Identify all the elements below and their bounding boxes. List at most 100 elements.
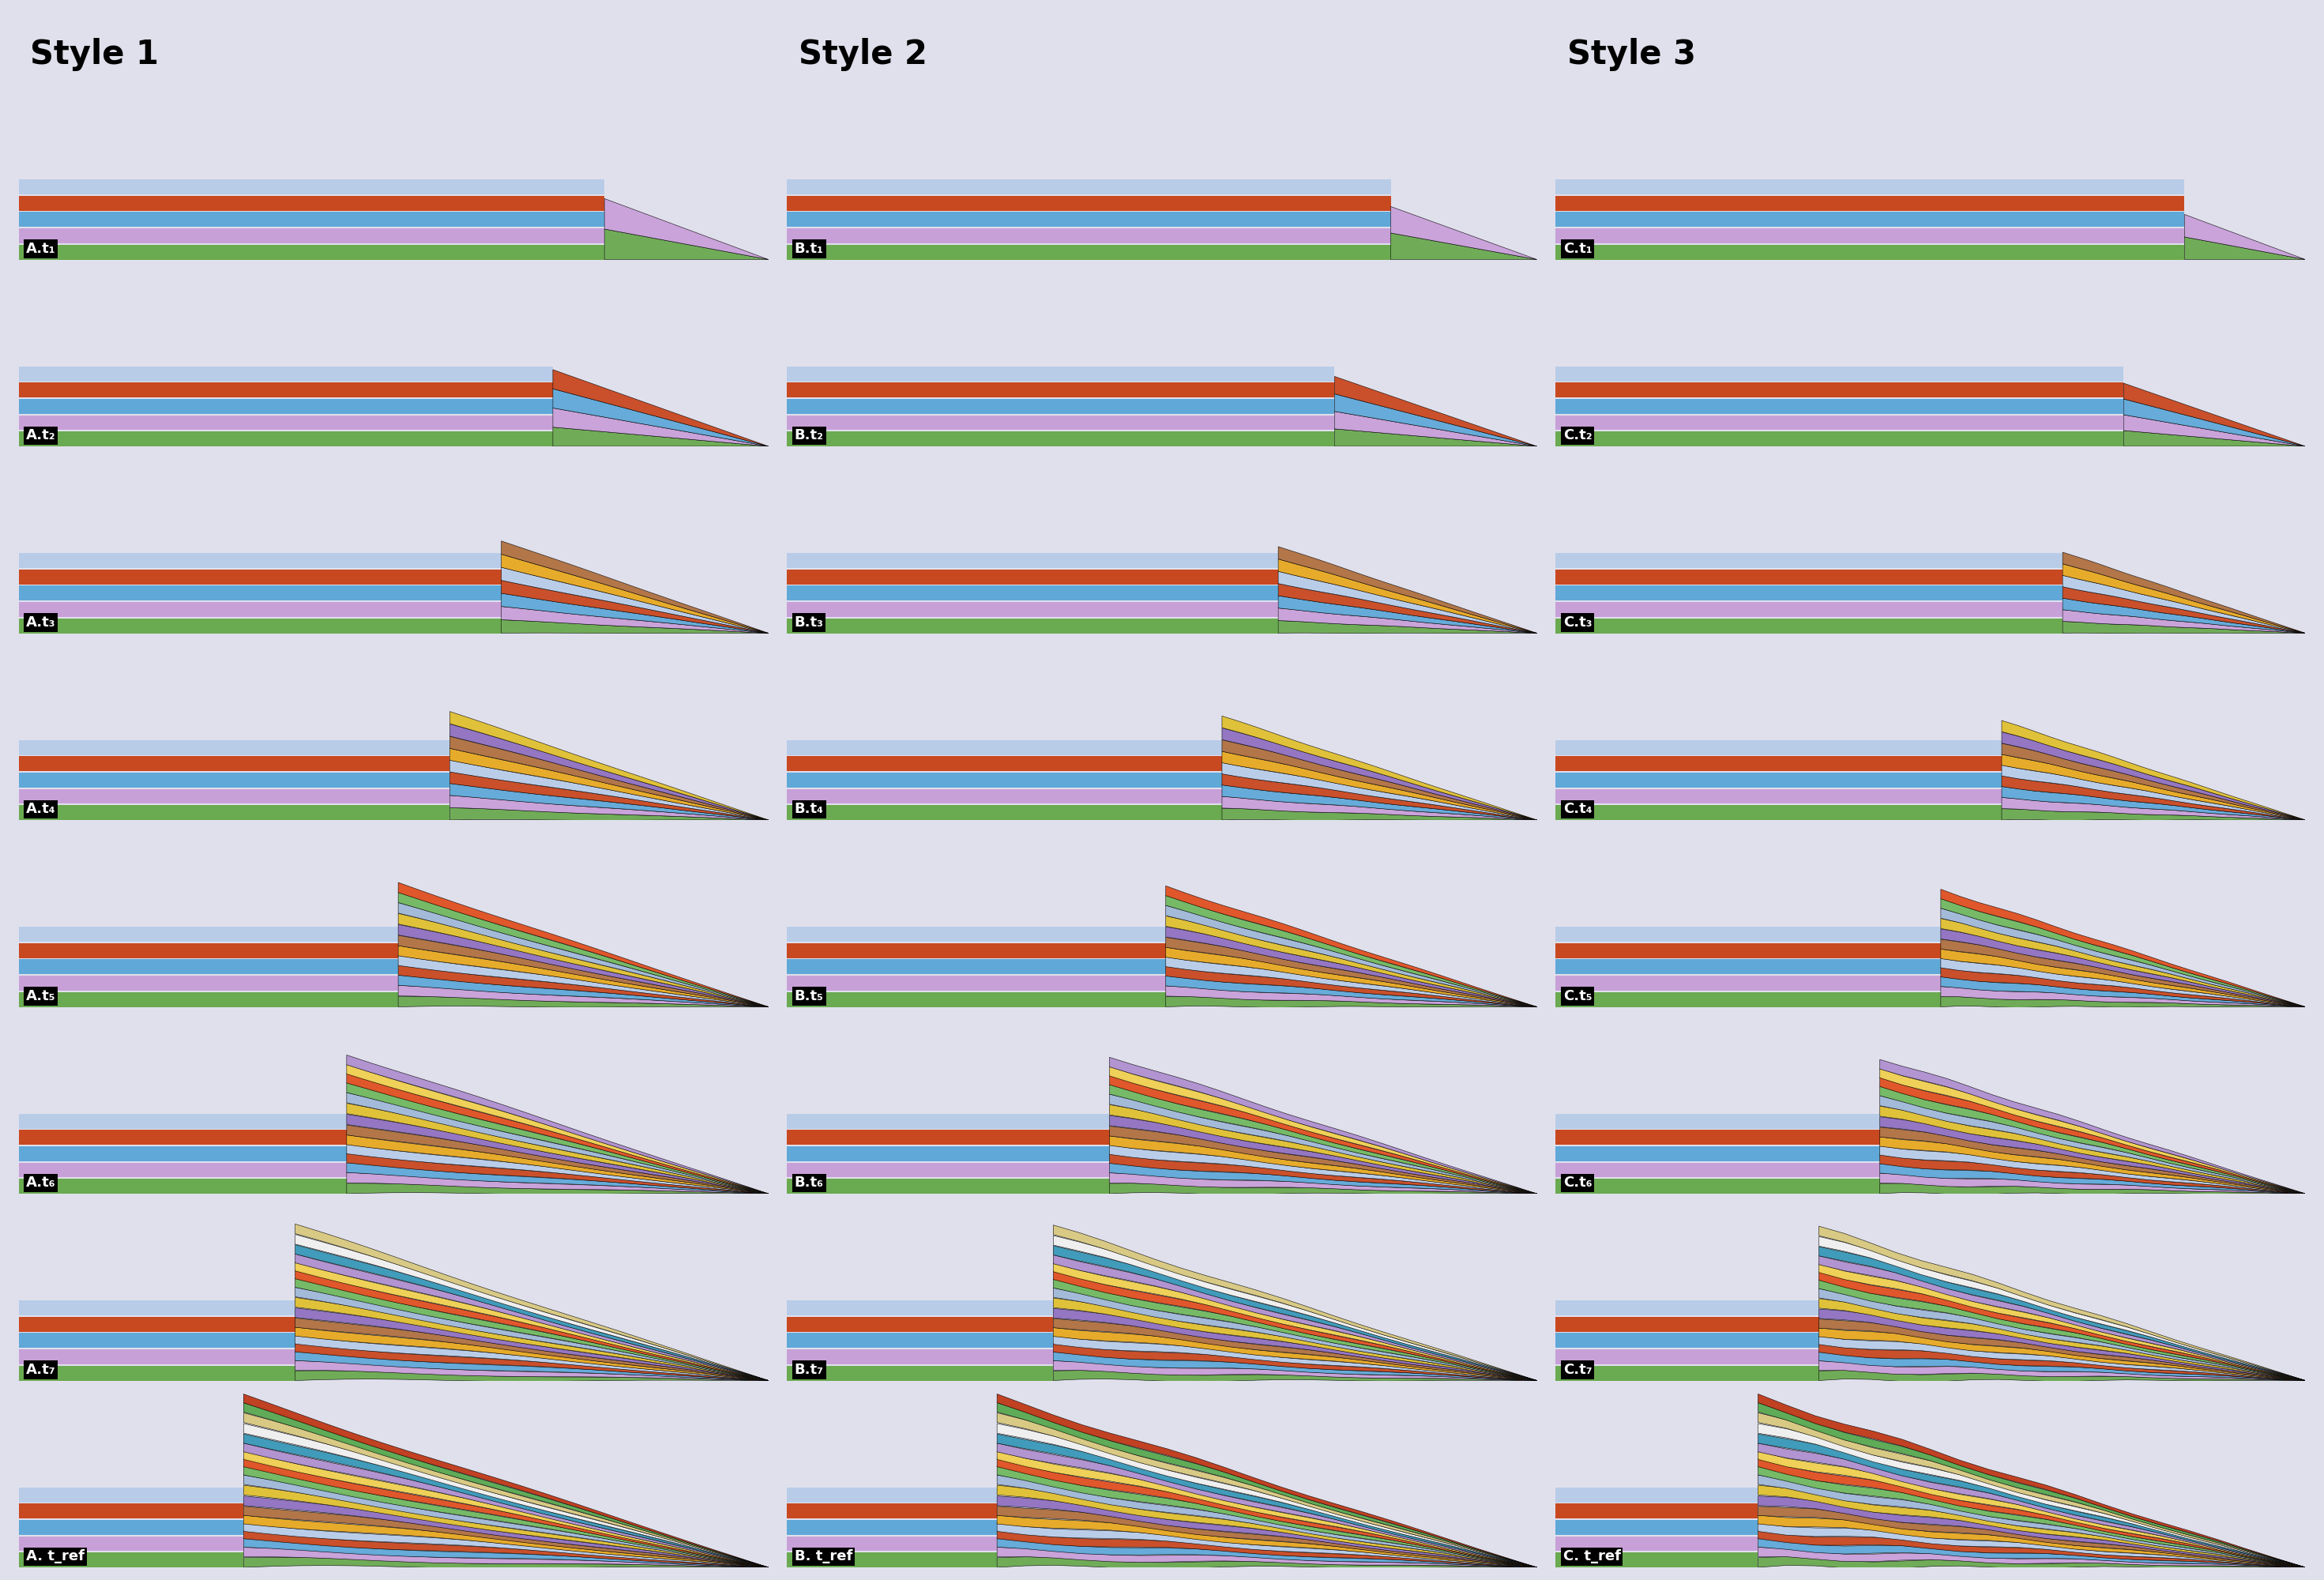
Bar (788, 959, 1167, 975)
Bar (19, 367, 553, 381)
Bar (19, 1146, 346, 1161)
Polygon shape (1109, 1172, 1536, 1194)
Polygon shape (244, 1458, 769, 1567)
Polygon shape (346, 1055, 769, 1194)
Bar (19, 416, 553, 430)
Polygon shape (502, 619, 769, 634)
Polygon shape (295, 1351, 769, 1381)
Polygon shape (997, 1450, 1536, 1567)
Polygon shape (1820, 1337, 2305, 1381)
Polygon shape (1334, 428, 1536, 446)
Polygon shape (1941, 899, 2305, 1006)
Bar (19, 196, 604, 210)
Bar (788, 553, 1278, 569)
Polygon shape (1757, 1424, 2305, 1567)
Text: B.t₇: B.t₇ (795, 1362, 825, 1376)
Polygon shape (1053, 1308, 1536, 1381)
Bar (19, 1179, 346, 1194)
Bar (19, 602, 502, 616)
Polygon shape (1109, 1153, 1536, 1194)
Text: Style 3: Style 3 (1566, 38, 1697, 71)
Polygon shape (244, 1485, 769, 1567)
Polygon shape (1278, 547, 1536, 634)
Bar (788, 180, 1390, 194)
Polygon shape (2185, 237, 2305, 259)
Polygon shape (1820, 1247, 2305, 1381)
Polygon shape (1053, 1318, 1536, 1381)
Bar (19, 229, 604, 243)
Polygon shape (1757, 1523, 2305, 1567)
Polygon shape (346, 1082, 769, 1194)
Text: A.t₂: A.t₂ (26, 428, 56, 442)
Bar (1555, 416, 2124, 430)
Polygon shape (1941, 918, 2305, 1006)
Polygon shape (451, 795, 769, 820)
Bar (788, 1349, 1053, 1364)
Polygon shape (244, 1413, 769, 1567)
Polygon shape (2185, 215, 2305, 259)
Polygon shape (451, 749, 769, 820)
Bar (19, 1520, 244, 1534)
Polygon shape (1053, 1343, 1536, 1381)
Polygon shape (1053, 1335, 1536, 1381)
Polygon shape (1757, 1476, 2305, 1567)
Polygon shape (1222, 774, 1536, 820)
Bar (1555, 569, 2064, 585)
Bar (19, 976, 397, 991)
Polygon shape (295, 1262, 769, 1381)
Polygon shape (1880, 1106, 2305, 1194)
Bar (1555, 1349, 1820, 1364)
Bar (19, 618, 502, 634)
Polygon shape (1053, 1255, 1536, 1381)
Polygon shape (1109, 1057, 1536, 1194)
Text: Style 1: Style 1 (30, 38, 158, 71)
Bar (1555, 1179, 1880, 1194)
Polygon shape (1820, 1264, 2305, 1381)
Bar (1555, 1316, 1820, 1332)
Polygon shape (346, 1065, 769, 1194)
Polygon shape (2064, 586, 2305, 634)
Text: C.t₃: C.t₃ (1564, 615, 1592, 629)
Polygon shape (1109, 1183, 1536, 1194)
Polygon shape (997, 1531, 1536, 1567)
Polygon shape (1109, 1163, 1536, 1194)
Polygon shape (2001, 743, 2305, 820)
Polygon shape (451, 724, 769, 820)
Polygon shape (1167, 986, 1536, 1006)
Bar (19, 757, 451, 771)
Polygon shape (346, 1093, 769, 1194)
Polygon shape (295, 1245, 769, 1381)
Bar (19, 1365, 295, 1381)
Polygon shape (1167, 916, 1536, 1006)
Polygon shape (1880, 1085, 2305, 1194)
Polygon shape (244, 1424, 769, 1567)
Polygon shape (2001, 809, 2305, 820)
Polygon shape (1820, 1370, 2305, 1382)
Polygon shape (1880, 1127, 2305, 1194)
Bar (788, 367, 1334, 381)
Polygon shape (1941, 939, 2305, 1006)
Bar (788, 416, 1334, 430)
Bar (1555, 1504, 1757, 1518)
Polygon shape (397, 965, 769, 1006)
Bar (1555, 1146, 1880, 1161)
Bar (19, 959, 397, 975)
Polygon shape (295, 1278, 769, 1381)
Polygon shape (1941, 986, 2305, 1006)
Polygon shape (1880, 1146, 2305, 1194)
Polygon shape (1880, 1155, 2305, 1194)
Polygon shape (997, 1394, 1536, 1567)
Bar (788, 586, 1278, 600)
Polygon shape (346, 1172, 769, 1194)
Polygon shape (1109, 1076, 1536, 1194)
Polygon shape (997, 1506, 1536, 1567)
Polygon shape (2001, 765, 2305, 820)
Polygon shape (1880, 1183, 2305, 1194)
Bar (788, 1179, 1109, 1194)
Polygon shape (553, 427, 769, 446)
Bar (19, 431, 553, 446)
Polygon shape (997, 1523, 1536, 1567)
Polygon shape (997, 1403, 1536, 1567)
Text: A.t₃: A.t₃ (26, 615, 56, 629)
Polygon shape (451, 760, 769, 820)
